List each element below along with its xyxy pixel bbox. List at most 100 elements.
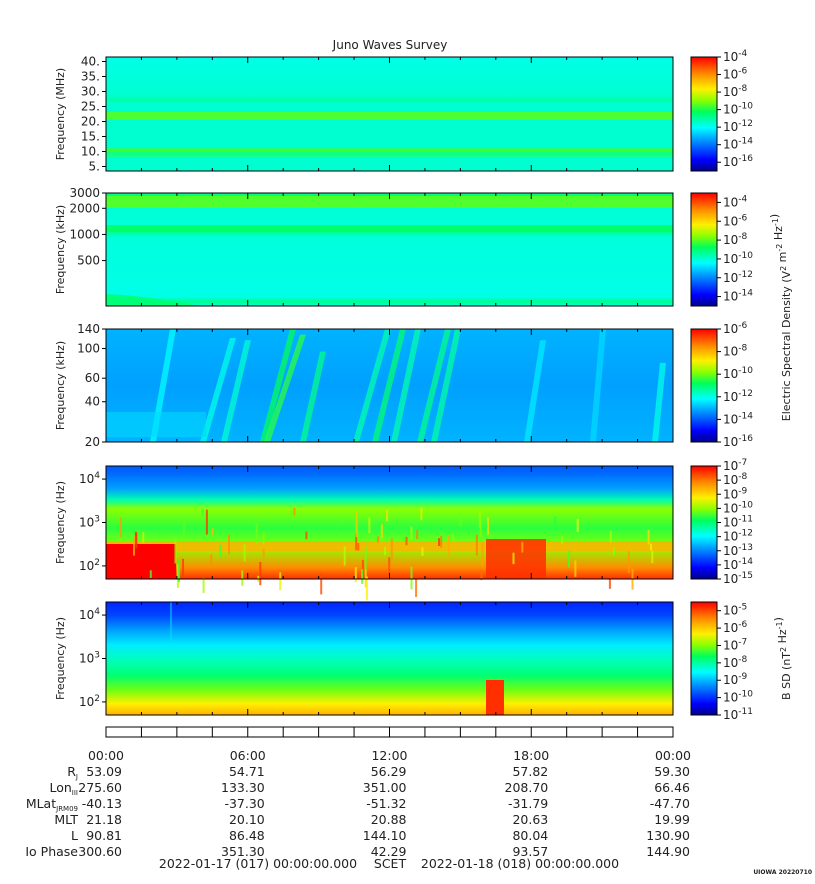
ephemeris-value: 56.29	[371, 764, 407, 779]
time-axis: 00:00 06:00 12:00 18:00 00:00	[88, 726, 691, 763]
y-tick-label: 20.	[81, 115, 100, 129]
y-tick-label: 40	[85, 395, 100, 409]
ephemeris-value: 54.71	[229, 764, 265, 779]
y-tick-label: 103	[79, 515, 100, 530]
ephemeris-label: MLT	[54, 812, 78, 827]
spectral-speck	[343, 546, 346, 566]
ephemeris-value: 90.81	[86, 828, 122, 843]
spectral-speck	[305, 531, 308, 540]
spectral-speck	[608, 575, 611, 589]
spectral-speck	[440, 536, 443, 548]
colorbar-tick-label: 10-10	[723, 251, 753, 266]
time-tick-label: 00:00	[88, 748, 124, 763]
y-tick-label: 20	[85, 435, 100, 449]
spectral-speck	[479, 517, 482, 537]
colorbar-scale	[690, 192, 718, 307]
ephemeris-value: 208.70	[505, 780, 549, 795]
colorbar-5: 10-5 10-6 10-7 10-8 10-9 10-10 10-11	[690, 601, 753, 722]
ephemeris-value: 93.57	[512, 844, 548, 859]
colorbar-tick-label: 10-4	[723, 49, 748, 64]
emission-band	[106, 152, 673, 155]
spectral-speck	[355, 511, 358, 537]
colorbar-tick-label: 10-11	[723, 707, 753, 722]
spectral-speck	[521, 541, 524, 553]
y-tick-label: 5.	[89, 160, 100, 174]
colorbar-tick-label: 10-8	[723, 655, 748, 670]
ephemeris-value: 57.82	[512, 764, 548, 779]
y-tick-label: 10.	[81, 145, 100, 159]
spectral-speck	[388, 557, 391, 579]
colorbar-tick-label: 10-8	[723, 84, 748, 99]
spectral-speck	[410, 566, 413, 590]
spectral-speck	[255, 523, 258, 545]
emission-streak	[372, 329, 406, 442]
colorbar-tick-label: 10-7	[723, 458, 747, 473]
y-tick-label: 104	[79, 607, 100, 622]
spectral-speck	[561, 536, 564, 544]
spectral-speck	[380, 524, 383, 539]
emission-streak	[221, 340, 251, 442]
emission-band	[106, 112, 673, 120]
colorbar-2: 10-4 10-6 10-8 10-10 10-12 10-14	[690, 192, 753, 307]
colorbar-1: 10-4 10-6 10-8 10-10 10-12 10-14 10-16	[690, 49, 753, 172]
spectrogram-panel-1: 40.35.30.25.20.15.10.5. Frequency (MHz) 10…	[54, 49, 753, 174]
ephemeris-value: -31.79	[508, 796, 548, 811]
colorbar-tick-label: 10-4	[723, 194, 748, 209]
footer-end-time: 2022-01-18 (018) 00:00:00.000	[421, 856, 619, 871]
spectral-speck	[205, 509, 208, 535]
spectral-speck	[219, 544, 222, 557]
colorbar-tick-label: 10-10	[723, 366, 753, 381]
y-tick-label: 1000	[69, 227, 100, 241]
spectral-speck	[390, 538, 393, 562]
y-tick-label: 30.	[81, 85, 100, 99]
spectral-speck	[554, 516, 557, 526]
spectral-speck	[183, 522, 186, 538]
spectral-speck	[243, 544, 246, 562]
colorbar-tick-label: 10-16	[723, 154, 753, 169]
emission-band	[106, 541, 673, 551]
ephemeris-value: 20.88	[371, 812, 407, 827]
intense-region	[486, 680, 504, 715]
colorbar-tick-label: 10-6	[723, 620, 748, 635]
spectral-speck	[149, 570, 152, 578]
spectral-speck	[613, 547, 615, 556]
ephemeris-value: 42.29	[371, 844, 407, 859]
spectral-speck	[487, 517, 489, 535]
colorbar-tick-label: 10-15	[723, 571, 753, 586]
y-axis-label: Frequency (kHz)	[54, 205, 67, 294]
footer-start-time: 2022-01-17 (017) 00:00:00.000	[159, 856, 357, 871]
ephemeris-value: -40.13	[82, 796, 122, 811]
colorbar-3: 10-6 10-8 10-10 10-12 10-14 10-16	[690, 321, 753, 449]
ephemeris-value: 19.99	[654, 812, 690, 827]
ephemeris-value: -51.32	[366, 796, 406, 811]
y-tick-label: 102	[79, 694, 100, 709]
colorbar-tick-label: 10-14	[723, 137, 753, 152]
spectral-speck	[368, 517, 371, 534]
ephemeris-value: 351.30	[221, 844, 265, 859]
spectral-speck	[279, 572, 282, 591]
ephemeris-label: LonIII	[49, 780, 78, 797]
spectral-speck	[361, 559, 364, 573]
spectral-speck	[262, 531, 265, 545]
spectral-speck	[405, 536, 408, 546]
colorbar-tick-label: 10-9	[723, 672, 748, 687]
spectral-speck	[415, 578, 418, 597]
colorbar-tick-label: 10-12	[723, 389, 753, 404]
colorbar-scale	[690, 601, 718, 716]
spectrogram-panel-4: 104 103 102 Frequency (Hz) 10-710-810-910-10…	[54, 458, 753, 601]
colorbar-tick-label: 10-10	[723, 102, 753, 117]
time-tick-label: 06:00	[230, 748, 266, 763]
spectral-speck	[475, 534, 478, 556]
emission-streak	[264, 334, 306, 442]
spectral-speck	[211, 528, 214, 535]
y-tick-label: 500	[77, 254, 100, 268]
emission-streak	[652, 362, 666, 442]
colorbar-tick-label: 10-6	[723, 67, 748, 82]
y-tick-label: 40.	[81, 55, 100, 69]
colorbar-tick-label: 10-8	[723, 344, 748, 359]
y-tick-label: 35.	[81, 70, 100, 84]
